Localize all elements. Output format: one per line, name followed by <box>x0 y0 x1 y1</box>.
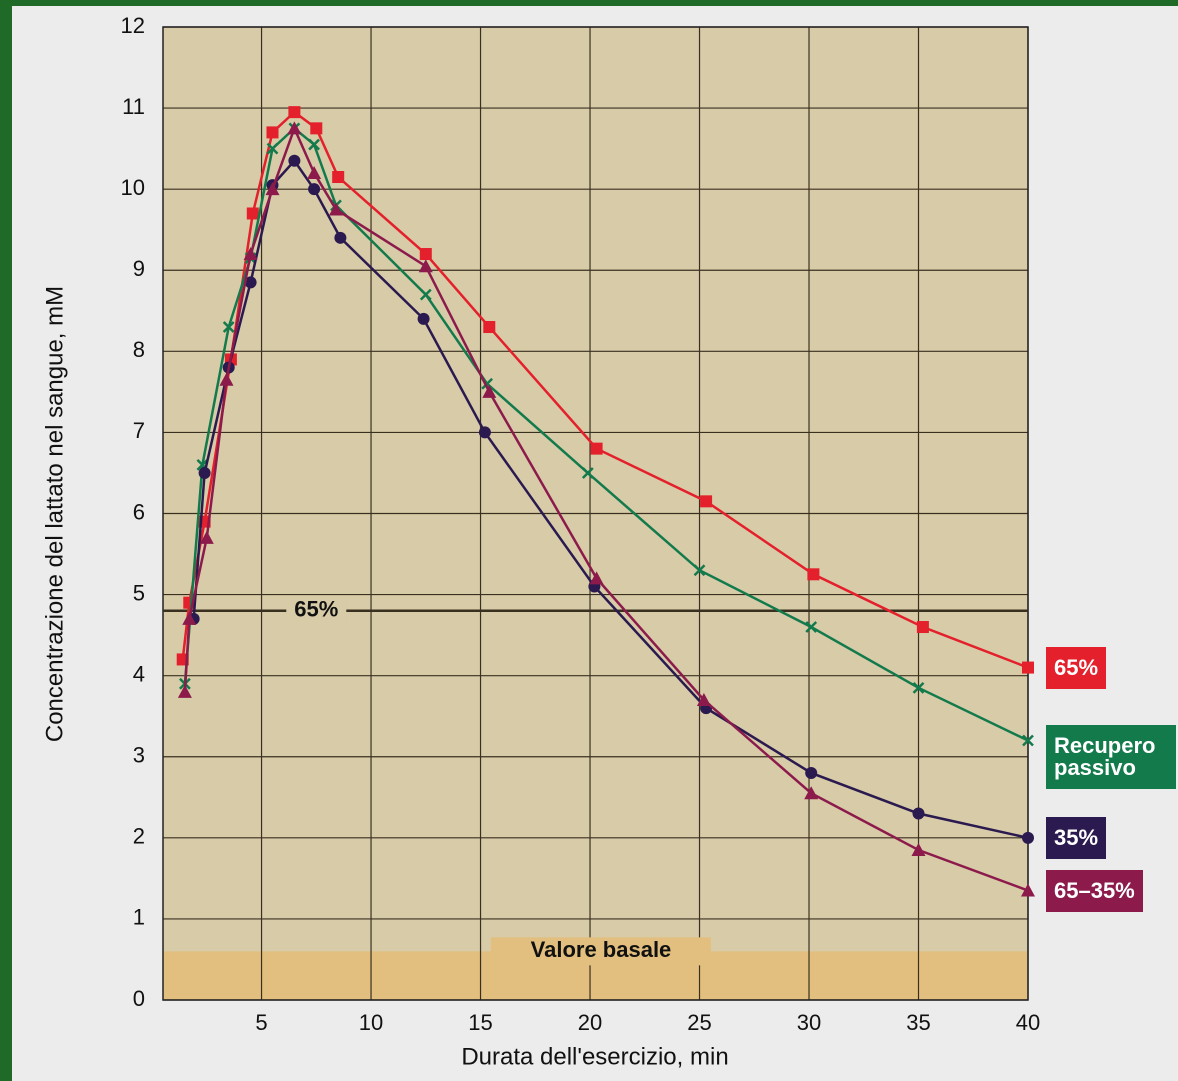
marker <box>805 767 817 779</box>
legend-entry: 65–35% <box>1046 870 1143 912</box>
y-axis-title: Concentrazione del lattato nel sangue, m… <box>41 286 68 742</box>
y-tick-label: 2 <box>133 824 145 849</box>
y-tick-label: 5 <box>133 580 145 605</box>
x-tick-label: 15 <box>468 1010 492 1035</box>
x-tick-label: 30 <box>797 1010 821 1035</box>
x-tick-label: 5 <box>255 1010 267 1035</box>
y-tick-label: 10 <box>121 175 145 200</box>
marker <box>1022 832 1034 844</box>
x-tick-label: 20 <box>578 1010 602 1035</box>
marker <box>418 313 430 325</box>
y-tick-label: 4 <box>133 661 145 686</box>
marker <box>591 443 603 455</box>
marker <box>420 248 432 260</box>
marker <box>288 106 300 118</box>
legend-entry: 35% <box>1046 817 1106 859</box>
marker <box>700 495 712 507</box>
marker <box>308 183 320 195</box>
marker <box>913 808 925 820</box>
slide-frame: Durata dell'esercizio, min Concentrazion… <box>12 6 1178 1081</box>
marker <box>332 171 344 183</box>
y-tick-label: 6 <box>133 499 145 524</box>
x-tick-label: 10 <box>359 1010 383 1035</box>
x-tick-label: 35 <box>906 1010 930 1035</box>
legend-entry: 65% <box>1046 647 1106 689</box>
x-axis-title: Durata dell'esercizio, min <box>461 1043 728 1070</box>
y-tick-label: 8 <box>133 337 145 362</box>
marker <box>483 321 495 333</box>
marker <box>310 122 322 134</box>
marker <box>199 467 211 479</box>
y-tick-label: 12 <box>121 13 145 38</box>
marker <box>247 207 259 219</box>
marker <box>288 155 300 167</box>
y-tick-label: 9 <box>133 256 145 281</box>
marker <box>917 621 929 633</box>
baseline-label: Valore basale <box>531 937 672 962</box>
legend-entry: Recupero passivo <box>1046 725 1176 789</box>
marker <box>1022 662 1034 674</box>
marker <box>334 232 346 244</box>
reference-label: 65% <box>294 597 338 622</box>
marker <box>807 568 819 580</box>
page: {"chart_data": { "type": "line", "xlabel… <box>0 0 1178 1081</box>
marker <box>266 126 278 138</box>
y-tick-label: 3 <box>133 743 145 768</box>
y-tick-label: 0 <box>133 986 145 1011</box>
chart: Durata dell'esercizio, min Concentrazion… <box>12 6 1178 1081</box>
x-tick-label: 25 <box>687 1010 711 1035</box>
marker <box>479 426 491 438</box>
y-tick-label: 11 <box>122 94 145 119</box>
y-tick-label: 7 <box>133 418 145 443</box>
y-tick-label: 1 <box>133 905 145 930</box>
x-tick-label: 40 <box>1016 1010 1040 1035</box>
